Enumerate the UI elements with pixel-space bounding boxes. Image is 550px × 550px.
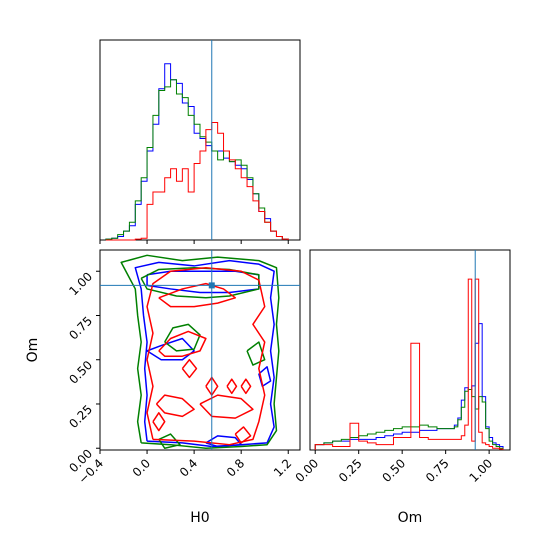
- om-axis-label: Om: [398, 510, 423, 526]
- om-histogram-red: [314, 278, 504, 450]
- h0-histogram-series: [105, 63, 289, 241]
- contour-green-0: [120, 254, 280, 449]
- contour-green-1: [140, 266, 260, 299]
- contour-red-8: [240, 378, 252, 395]
- contour-blue-2: [146, 337, 195, 361]
- joint-x-ticks: −0.4 0.0 0.4 0.8 1.2: [76, 450, 294, 487]
- h0-tick-label-1: 0.0: [130, 456, 153, 479]
- om-y-axis-label: Om: [25, 338, 41, 363]
- contour-red-1: [158, 282, 237, 308]
- om-tick-label-3: 0.75: [423, 456, 452, 485]
- contour-red-0: [146, 266, 266, 446]
- contour-red-9: [152, 412, 166, 432]
- contour-red-5: [181, 358, 198, 379]
- contour-green-2: [164, 323, 201, 352]
- om-tick-label-2: 0.50: [380, 456, 409, 485]
- om-tick-label-0: 0.00: [293, 456, 322, 485]
- h0-tick-label-4: 1.2: [271, 456, 294, 479]
- om-histogram-panel: 0.00 0.25 0.50 0.75 1.00: [293, 249, 511, 485]
- h0-tick-label-2: 0.4: [177, 456, 200, 479]
- om-tick-label-4: 1.00: [466, 456, 495, 485]
- contour-green-3: [158, 433, 181, 449]
- contour-red-7: [226, 378, 238, 395]
- truth-marker: [208, 282, 215, 289]
- om-tick-label-joint-4: 1.00: [66, 269, 95, 298]
- contour-blue-3: [205, 435, 242, 448]
- h0-histogram-red: [105, 122, 289, 241]
- om-tick-label-joint-3: 0.75: [66, 314, 95, 343]
- om-tick-label-joint-2: 0.50: [66, 358, 95, 387]
- contour-blue-0: [134, 259, 275, 448]
- om-histogram-green: [314, 388, 504, 450]
- om-tick-label-1: 0.25: [336, 456, 365, 485]
- contour-red-2: [158, 330, 207, 357]
- om-tick-label-joint-1: 0.25: [66, 402, 95, 431]
- h0-histogram-x-ticks: [99, 240, 289, 244]
- contour-red-10: [234, 426, 252, 444]
- h0-tick-label-3: 0.8: [224, 456, 247, 479]
- contour-red-6: [205, 376, 219, 396]
- joint-contours: [120, 254, 280, 449]
- om-histogram-series: [314, 278, 504, 450]
- h0-histogram-panel: [99, 39, 301, 244]
- contour-red-3: [155, 394, 195, 418]
- om-histogram-blue: [314, 323, 504, 450]
- joint-contour-panel: −0.4 0.0 0.4 0.8 1.2 0.000.250.500.751.00: [66, 249, 301, 487]
- joint-y-ticks: 0.000.250.500.751.00: [66, 269, 100, 475]
- om-histogram-x-ticks: 0.00 0.25 0.50 0.75 1.00: [293, 450, 495, 485]
- h0-axis-label: H0: [190, 510, 209, 526]
- contour-green-4: [246, 341, 266, 366]
